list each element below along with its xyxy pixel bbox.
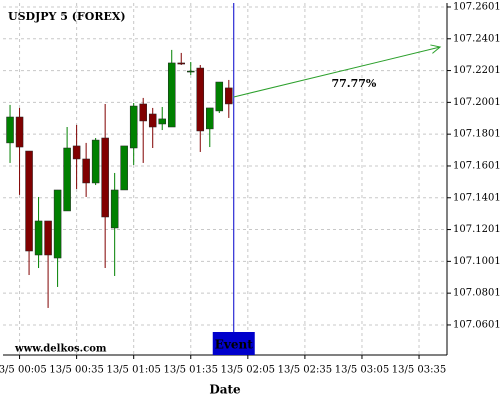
candle-body: [72, 145, 81, 160]
event-box: [212, 332, 255, 355]
prediction-arrow: [233, 46, 441, 98]
candle-body: [6, 116, 14, 144]
y-tick-label: 107.0801: [453, 288, 500, 299]
arrow-head: [430, 44, 442, 54]
watermark: www.delkos.com: [14, 344, 107, 355]
candle-body: [129, 105, 138, 149]
y-tick-label: 107.2001: [453, 97, 500, 108]
x-tick-label: 13/5 00:05: [0, 365, 47, 376]
x-tick-label: 13/5 00:35: [49, 365, 103, 376]
y-tick-label: 107.2201: [453, 65, 500, 76]
candle-body: [34, 220, 43, 256]
annotation-label: 77.77%: [331, 77, 376, 90]
event-label: Event: [215, 338, 253, 352]
candle-body: [196, 67, 205, 132]
candle-body: [177, 62, 185, 65]
candle-body: [158, 118, 166, 125]
candle-body: [139, 103, 147, 122]
candle-body: [167, 62, 176, 128]
candle-body: [110, 189, 119, 229]
x-tick-label: 13/5 03:35: [392, 365, 446, 376]
candle-body: [25, 150, 33, 252]
y-tick-label: 107.1201: [453, 224, 500, 235]
y-tick-label: 107.1401: [453, 192, 500, 203]
y-tick-label: 107.2601: [453, 1, 500, 12]
x-tick-label: 13/5 02:05: [221, 365, 275, 376]
candle-body: [91, 139, 100, 184]
x-tick-label: 13/5 01:35: [164, 365, 218, 376]
chart-title: USDJPY 5 (FOREX): [8, 10, 126, 23]
candle-body: [148, 113, 157, 128]
x-tick-label: 13/5 02:35: [278, 365, 332, 376]
candle-body: [82, 158, 90, 184]
x-axis-label: Date: [209, 383, 241, 397]
candle-body: [120, 145, 128, 191]
candle-body: [101, 137, 109, 218]
candle-body: [187, 70, 195, 73]
x-tick-label: 13/5 03:05: [335, 365, 389, 376]
x-tick-label: 13/5 01:05: [106, 365, 160, 376]
y-tick-label: 107.0601: [453, 319, 500, 330]
candle-body: [63, 147, 71, 212]
y-tick-label: 107.2401: [453, 33, 500, 44]
candle-body: [44, 220, 52, 256]
y-tick-label: 107.1801: [453, 129, 500, 140]
candle-body: [215, 81, 224, 112]
candle-body: [53, 189, 62, 259]
candle-body: [206, 107, 214, 130]
y-tick-label: 107.1601: [453, 160, 500, 171]
y-tick-label: 107.1001: [453, 256, 500, 267]
candle-body: [15, 116, 24, 148]
candle-body: [225, 87, 233, 105]
